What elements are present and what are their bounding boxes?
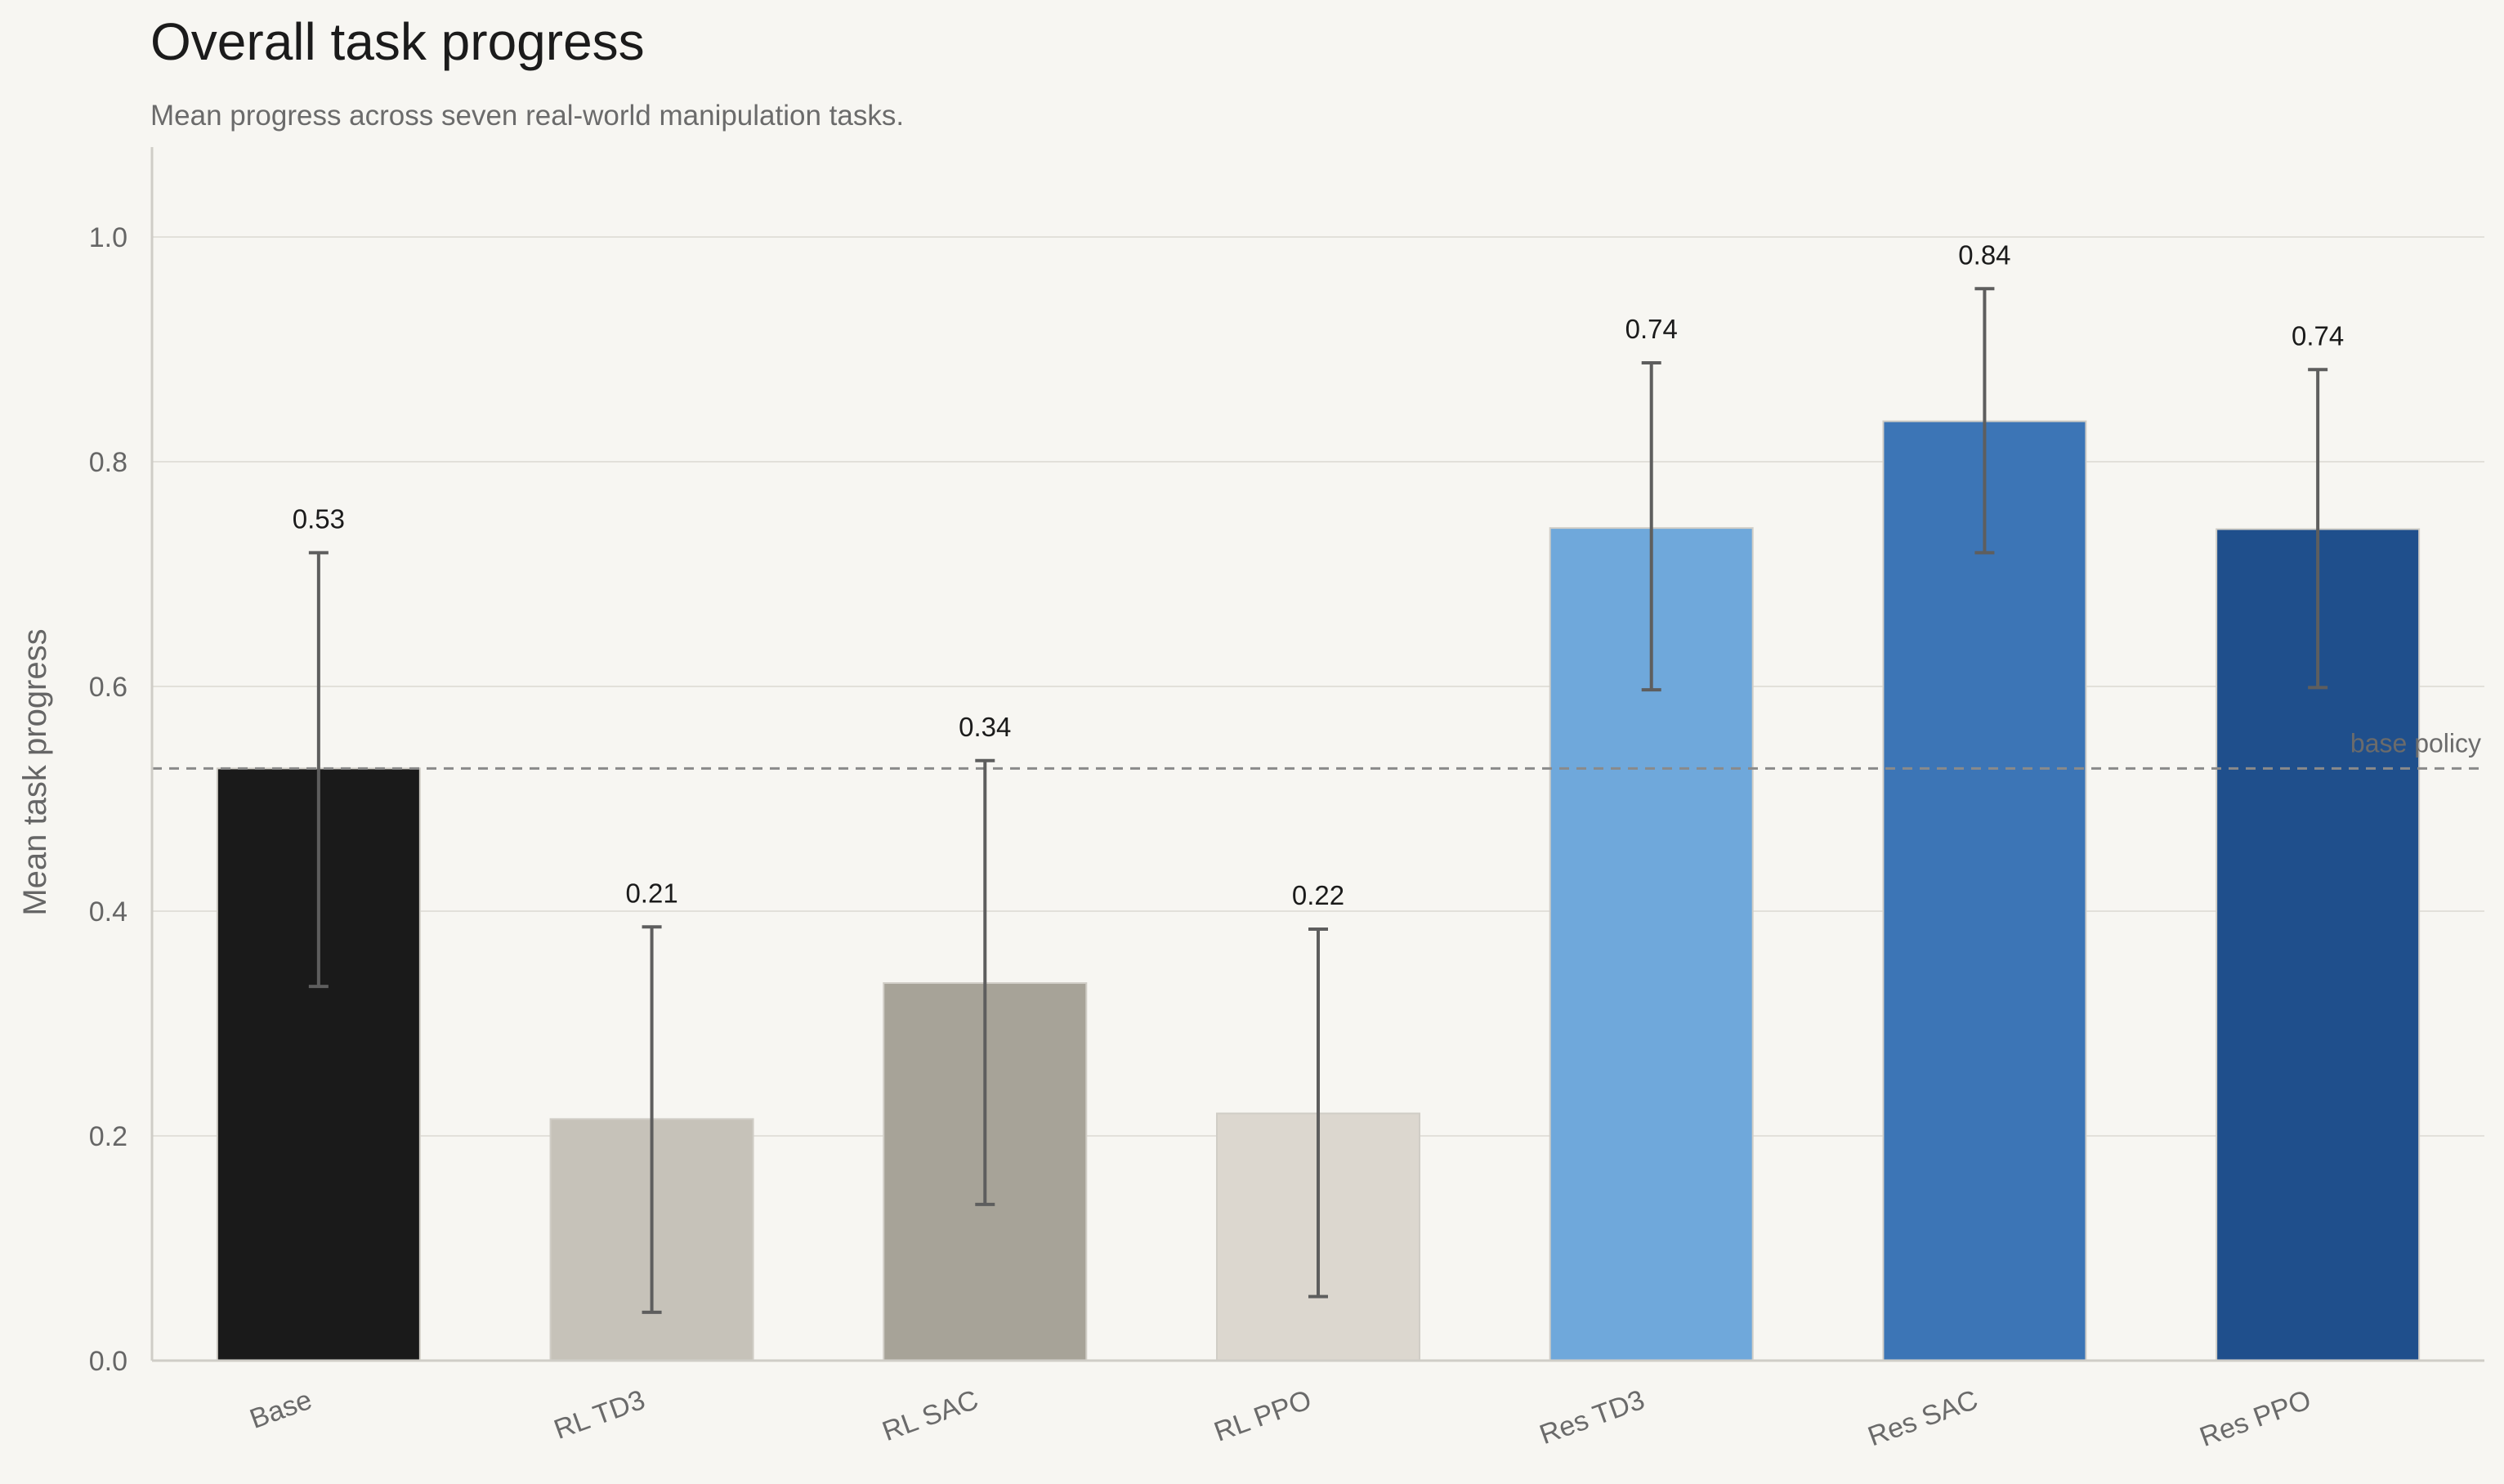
x-tick-label: Res PPO xyxy=(2196,1384,2315,1453)
value-label: 0.34 xyxy=(959,712,1011,742)
bars xyxy=(216,420,2421,1361)
x-tick-labels: Base RL TD3 RL SAC RL PPO Res TD3 Res SAC Res … xyxy=(246,1384,2315,1453)
y-tick-labels: 0.0 0.2 0.4 0.6 0.8 1.0 xyxy=(89,222,127,1377)
reference-line-group: base policy xyxy=(152,728,2484,770)
error-bars xyxy=(308,287,2328,1314)
y-tick-label: 0.4 xyxy=(89,896,127,928)
axes xyxy=(150,147,2484,1362)
value-label: 0.22 xyxy=(1292,880,1344,910)
value-label: 0.74 xyxy=(1625,314,1678,344)
value-label: 0.84 xyxy=(1958,239,2010,270)
y-axis-label: Mean task progress xyxy=(17,628,53,915)
x-tick-label: Base xyxy=(246,1384,316,1435)
x-tick-label: Res TD3 xyxy=(1536,1384,1648,1450)
y-tick-label: 0.0 xyxy=(89,1346,127,1377)
value-label: 0.74 xyxy=(2292,320,2344,351)
y-tick-label: 1.0 xyxy=(89,222,127,253)
y-tick-label: 0.2 xyxy=(89,1121,127,1152)
x-tick-label: Res SAC xyxy=(1864,1384,1982,1453)
bar-res-sac xyxy=(1882,420,2087,1361)
x-tick-label: RL TD3 xyxy=(550,1384,649,1446)
y-tick-label: 0.8 xyxy=(89,447,127,478)
y-tick-label: 0.6 xyxy=(89,672,127,703)
x-tick-label: RL PPO xyxy=(1210,1384,1316,1448)
x-tick-label: RL SAC xyxy=(879,1384,982,1447)
value-label: 0.21 xyxy=(625,878,677,908)
value-label: 0.53 xyxy=(293,503,345,534)
value-labels: 0.53 0.21 0.34 0.22 0.74 0.84 0.74 xyxy=(293,239,2345,910)
chart-title: Overall task progress xyxy=(150,12,645,71)
chart-subtitle: Mean progress across seven real-world ma… xyxy=(150,100,905,132)
reference-line-label: base policy xyxy=(2350,728,2481,758)
